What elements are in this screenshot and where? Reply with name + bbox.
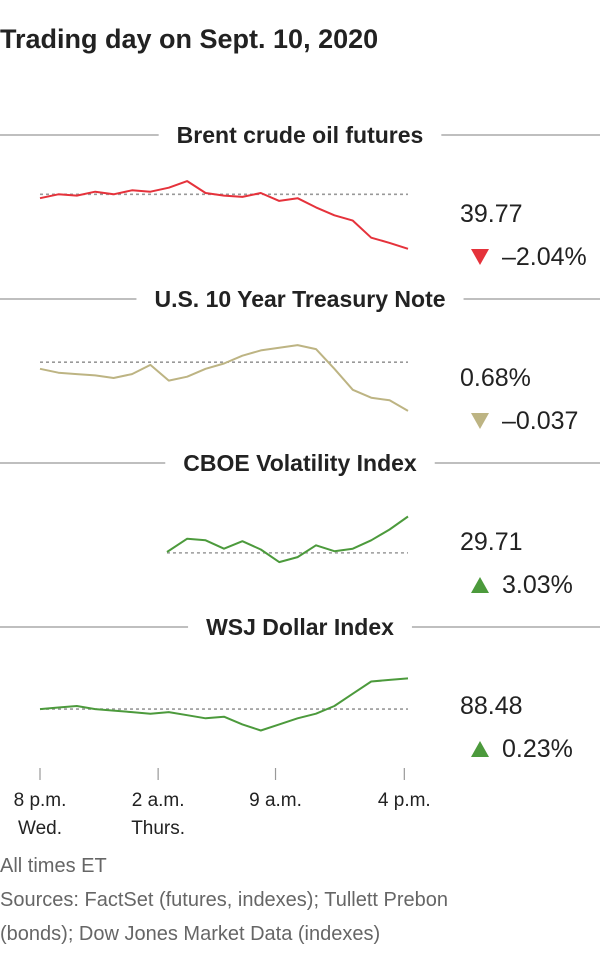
chart-title: Trading day on Sept. 10, 2020 [0,24,378,54]
x-tick-label: 8 p.m. [14,790,67,811]
series-line [39,344,409,412]
change-value: 3.03% [502,571,573,599]
series-line [39,180,409,250]
up-triangle-icon [471,741,489,757]
down-triangle-icon [471,249,489,265]
x-tick-label: 2 a.m. [132,790,185,811]
change-value: 0.23% [502,735,573,763]
times-note: All times ET [0,855,107,877]
x-tick-sublabel: Wed. [18,818,62,839]
panel-1: Brent crude oil futures 39.77 –2.04% [0,122,600,271]
x-tick-label: 9 a.m. [249,790,302,811]
series-line [39,677,409,732]
panel-title: Brent crude oil futures [177,122,424,148]
panel-4: WSJ Dollar Index 88.48 0.23% [0,614,600,763]
panel-title: WSJ Dollar Index [206,614,394,640]
panel-3: CBOE Volatility Index 29.71 3.03% [0,450,600,599]
series-line [166,515,409,564]
x-tick-sublabel: Thurs. [131,818,185,839]
panel-title: U.S. 10 Year Treasury Note [154,286,445,312]
last-value: 88.48 [460,692,523,720]
last-value: 29.71 [460,528,523,556]
sources-line-2: (bonds); Dow Jones Market Data (indexes) [0,923,380,945]
x-axis: 8 p.m. Wed. 2 a.m. Thurs. 9 a.m. 4 p.m. [14,768,431,839]
down-triangle-icon [471,413,489,429]
up-triangle-icon [471,577,489,593]
panel-title: CBOE Volatility Index [183,450,417,476]
panel-2: U.S. 10 Year Treasury Note 0.68% –0.037 [0,286,600,435]
change-value: –0.037 [502,407,578,435]
change-value: –2.04% [502,243,587,271]
last-value: 39.77 [460,200,523,228]
chart-panels: Brent crude oil futures 39.77 –2.04% U.S. 1… [0,122,600,763]
x-tick-label: 4 p.m. [378,790,431,811]
last-value: 0.68% [460,364,531,392]
sources-line-1: Sources: FactSet (futures, indexes); Tul… [0,889,448,911]
